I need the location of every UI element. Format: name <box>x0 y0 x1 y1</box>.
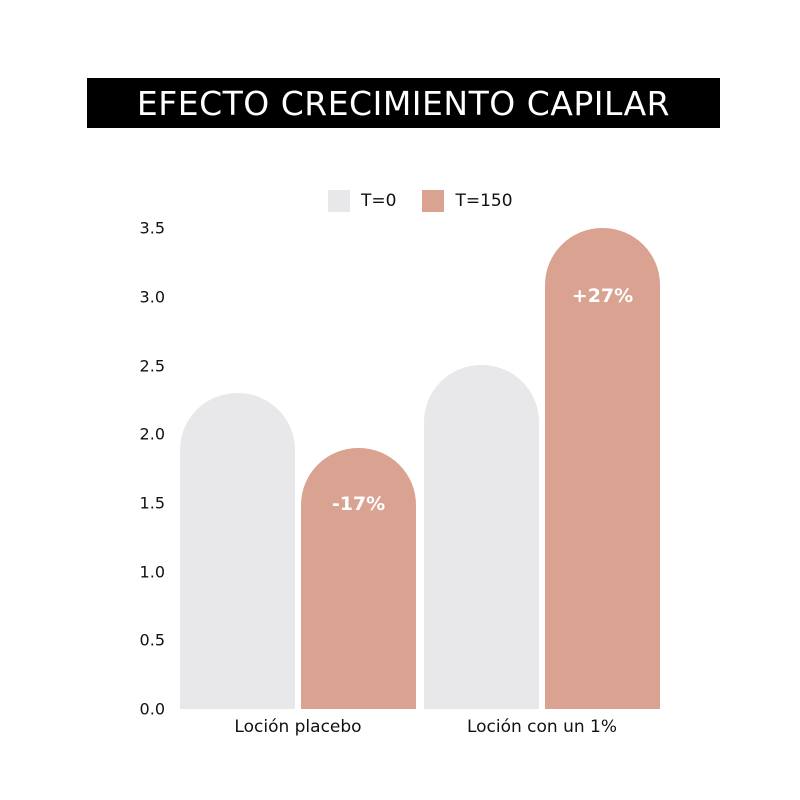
legend-item-t0: T=0 <box>328 190 396 212</box>
y-tick: 2.5 <box>139 356 165 376</box>
y-tick: 2.0 <box>139 424 165 444</box>
legend-item-t150: T=150 <box>422 190 513 212</box>
legend-label-t0: T=0 <box>361 191 397 211</box>
y-tick: 1.0 <box>139 562 165 582</box>
chart-title-banner: EFECTO CRECIMIENTO CAPILAR <box>87 78 720 128</box>
chart-title: EFECTO CRECIMIENTO CAPILAR <box>136 83 671 123</box>
legend-label-t150: T=150 <box>455 191 513 211</box>
y-tick: 3.5 <box>139 218 165 238</box>
legend-swatch-t150 <box>422 190 445 212</box>
bar-1pct-t0 <box>424 365 539 709</box>
bar-1pct-t150: +27% <box>545 228 660 709</box>
bar-annotation: +27% <box>571 285 634 307</box>
y-tick: 3.0 <box>139 287 165 307</box>
y-tick: 1.5 <box>139 493 165 513</box>
legend-swatch-t0 <box>328 190 350 212</box>
x-label-placebo: Loción placebo <box>234 717 362 737</box>
bar-placebo-t0 <box>180 393 295 709</box>
legend: T=0 T=150 <box>328 190 539 212</box>
y-tick: 0.5 <box>139 630 165 650</box>
y-tick: 0.0 <box>139 699 165 719</box>
x-label-1pct: Loción con un 1% <box>466 717 618 737</box>
bar-annotation: -17% <box>331 493 386 515</box>
bar-placebo-t150: -17% <box>301 448 416 709</box>
